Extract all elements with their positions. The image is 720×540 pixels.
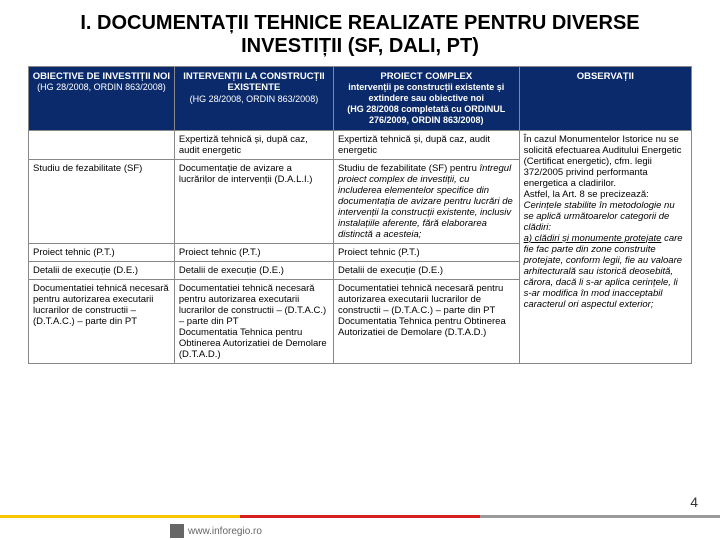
table-row: Expertiză tehnică și, după caz, audit en… [29, 130, 692, 159]
page-number: 4 [690, 494, 698, 510]
footer-bar [0, 515, 720, 518]
observations-cell: În cazul Monumentelor Istorice nu se sol… [519, 130, 691, 363]
col-3-header: OBSERVAȚII [519, 67, 691, 131]
footer-logo: www.inforegio.ro [170, 524, 262, 538]
col-1-header: INTERVENȚII LA CONSTRUCȚII EXISTENTE (HG… [174, 67, 333, 131]
logo-icon [170, 524, 184, 538]
doc-table: OBIECTIVE DE INVESTIȚII NOI (HG 28/2008,… [28, 66, 692, 364]
col-2-header: PROIECT COMPLEX intervenții pe construcț… [333, 67, 519, 131]
slide-title: I. DOCUMENTAȚII TEHNICE REALIZATE PENTRU… [28, 12, 692, 58]
col-0-header: OBIECTIVE DE INVESTIȚII NOI (HG 28/2008,… [29, 67, 175, 131]
